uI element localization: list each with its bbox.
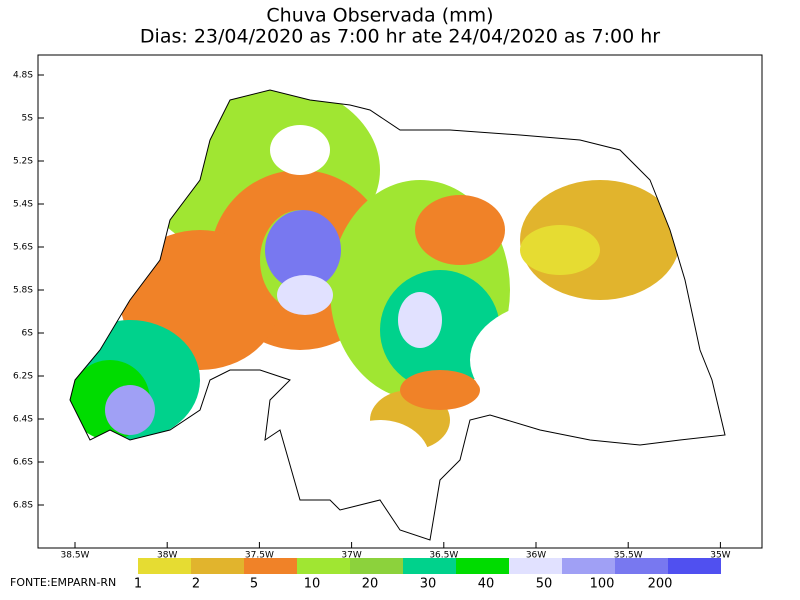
lon-label: 36W	[526, 551, 546, 561]
legend-swatch	[668, 558, 721, 574]
legend-swatch	[456, 558, 509, 574]
lat-label: 5S	[22, 114, 34, 124]
legend-label: 2	[192, 577, 200, 592]
lat-label: 5.4S	[13, 200, 33, 210]
lat-label: 5.8S	[13, 286, 33, 296]
legend-swatch	[297, 558, 350, 574]
legend-label: 10	[304, 577, 321, 592]
legend-label: 50	[536, 577, 553, 592]
lat-label: 6S	[22, 329, 34, 339]
lon-label: 38.5W	[61, 551, 90, 561]
lon-label: 37W	[341, 551, 361, 561]
legend-swatch	[244, 558, 297, 574]
lat-label: 5.2S	[13, 157, 33, 167]
map-subtitle: Dias: 23/04/2020 as 7:00 hr ate 24/04/20…	[140, 26, 660, 48]
source: FONTE:EMPARN-RN	[10, 576, 116, 589]
lat-label: 6.4S	[13, 415, 33, 425]
lon-label: 37.5W	[245, 551, 274, 561]
legend-swatch	[191, 558, 244, 574]
legend-label: 100	[590, 577, 615, 592]
legend-label: 20	[362, 577, 379, 592]
legend-swatch	[615, 558, 668, 574]
rain-field	[70, 90, 725, 540]
lat-label: 6.6S	[13, 458, 33, 468]
map-frame	[37, 54, 763, 549]
legend-swatch	[403, 558, 456, 574]
legend-swatch	[562, 558, 615, 574]
legend-label: 200	[648, 577, 673, 592]
legend-label: 5	[250, 577, 258, 592]
lat-label: 4.8S	[13, 71, 33, 81]
legend-swatch	[509, 558, 562, 574]
lat-label: 6.8S	[13, 501, 33, 511]
legend-label: 40	[478, 577, 495, 592]
map-title: Chuva Observada (mm)	[266, 5, 493, 27]
lon-label: 35W	[710, 551, 730, 561]
legend-swatch	[350, 558, 403, 574]
lon-label: 35.5W	[614, 551, 643, 561]
legend-label: 30	[420, 577, 437, 592]
lon-label: 38W	[157, 551, 177, 561]
legend-label: 1	[134, 577, 142, 592]
lat-label: 5.6S	[13, 243, 33, 253]
lat-label: 6.2S	[13, 372, 33, 382]
legend-swatch	[138, 558, 191, 574]
lon-label: 36.5W	[429, 551, 458, 561]
